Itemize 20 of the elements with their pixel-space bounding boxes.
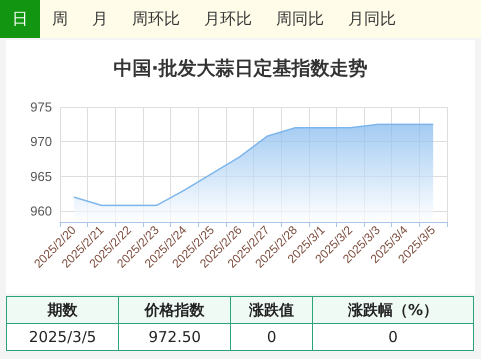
y-tick-label: 970 (30, 134, 52, 150)
text: 月环比 (203, 8, 253, 30)
text: 涨跌值 (230, 296, 312, 324)
chart-title: 中国·批发大蒜日定基指数走势 (113, 58, 368, 80)
y-tick-label: 960 (30, 203, 52, 218)
text: 涨跌幅（%） (312, 296, 474, 324)
text: 月同比 (347, 8, 397, 30)
text: 2025/3/5 (6, 324, 119, 350)
text: 周环比 (131, 8, 181, 30)
text: 周同比 (275, 8, 325, 30)
text: 日 (0, 0, 40, 38)
y-tick-label: 965 (30, 168, 52, 184)
text: 月 (91, 8, 109, 30)
text: 0 (312, 324, 474, 350)
text: 价格指数 (118, 296, 231, 324)
text: 0 (230, 324, 312, 350)
text: 期数 (6, 296, 119, 324)
y-tick-label: 975 (30, 100, 52, 114)
text: 972.50 (118, 324, 231, 350)
text: 周 (51, 8, 69, 30)
